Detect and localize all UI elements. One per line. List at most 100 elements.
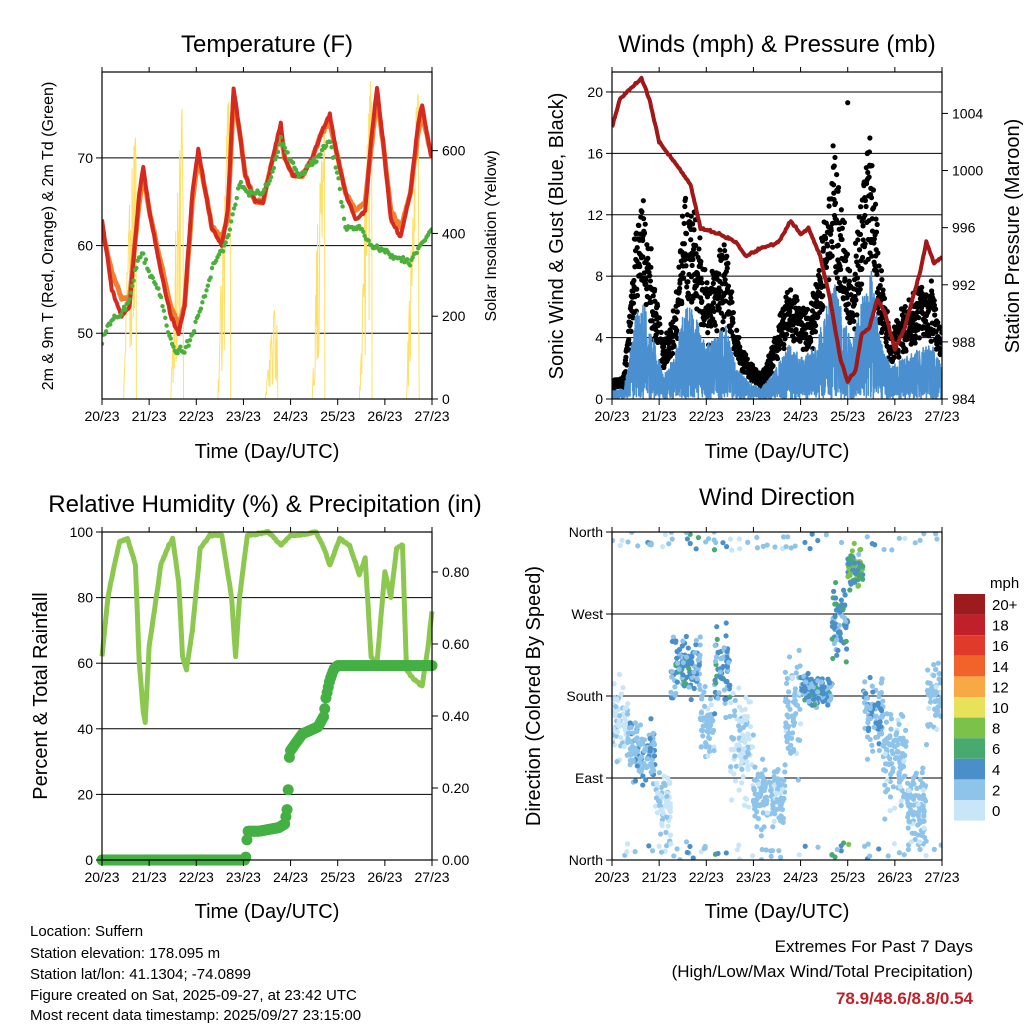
direction-point [705, 536, 712, 542]
direction-point [638, 754, 645, 760]
colorbar-swatch [954, 717, 985, 739]
direction-point [779, 786, 785, 792]
direction-point [674, 648, 680, 655]
gust-point [636, 222, 642, 229]
gust-point [916, 335, 922, 341]
gust-point [717, 247, 723, 253]
y2-tick-label: 988 [952, 334, 976, 350]
direction-point [646, 843, 652, 849]
direction-point [896, 721, 902, 727]
gust-point [883, 339, 889, 345]
colorbar-title: mph [990, 575, 1019, 592]
direction-point [635, 740, 642, 746]
direction-point [793, 670, 799, 676]
gust-point [931, 297, 937, 304]
solar-insolation-line [102, 81, 432, 399]
direction-point [764, 810, 771, 816]
gust-point [787, 308, 793, 315]
direction-point [647, 736, 653, 742]
gust-point [834, 275, 840, 281]
direction-point [920, 792, 927, 798]
direction-point [720, 540, 726, 546]
gust-point [789, 327, 795, 333]
direction-point [698, 710, 705, 716]
pressure-line [612, 75, 942, 384]
gust-point [869, 163, 875, 169]
direction-point [612, 726, 616, 732]
dewpoint-point [146, 268, 151, 274]
direction-point [693, 637, 699, 644]
dewpoint-point [216, 252, 222, 257]
direction-point [867, 715, 873, 721]
gust-point [862, 212, 868, 219]
direction-point [645, 755, 651, 762]
gust-point [683, 263, 689, 269]
winds-xlabel: Time (Day/UTC) [705, 441, 850, 463]
gust-point [865, 256, 871, 262]
x-tick-label: 22/23 [179, 869, 214, 885]
direction-point [917, 537, 923, 543]
gust-point [768, 369, 774, 375]
direction-point [786, 654, 793, 660]
direction-point [614, 759, 620, 765]
dewpoint-point [410, 255, 415, 260]
direction-point [618, 691, 625, 697]
direction-point [707, 696, 714, 702]
direction-point [896, 850, 902, 856]
direction-point [714, 624, 720, 630]
dewpoint-point [163, 315, 168, 321]
direction-point [796, 852, 802, 858]
direction-point [625, 730, 632, 736]
x-tick-label: 24/23 [783, 869, 818, 885]
gust-point [859, 281, 865, 287]
direction-point [842, 623, 848, 629]
direction-point [897, 760, 903, 767]
direction-point [634, 763, 640, 769]
latest-timestamp: Most recent data timestamp: 2025/09/27 2… [30, 1007, 361, 1024]
gust-point [931, 302, 938, 308]
gust-point [721, 242, 727, 248]
direction-point [618, 734, 624, 741]
winds-panel: Winds (mph) & Pressure (mb) Time (Day/UT… [546, 31, 1024, 463]
dewpoint-point [366, 238, 371, 243]
direction-point [880, 698, 886, 704]
direction-point [912, 540, 918, 546]
gust-point [774, 356, 781, 362]
direction-point [838, 848, 844, 854]
direction-point [878, 723, 884, 730]
gust-point [693, 242, 699, 249]
direction-point [669, 674, 675, 680]
direction-point [674, 846, 680, 852]
direction-point [739, 766, 745, 772]
gust-point [641, 230, 648, 236]
direction-point [743, 695, 749, 701]
colorbar-swatch [954, 676, 985, 697]
gust-point [770, 363, 776, 369]
gust-point [705, 330, 711, 336]
direction-point [693, 546, 699, 552]
direction-point [883, 719, 890, 725]
dewpoint-point [175, 351, 180, 356]
direction-point [632, 778, 639, 784]
direction-point [932, 666, 939, 673]
gust-point [722, 248, 728, 254]
gust-point [872, 201, 879, 207]
gust-point [912, 333, 918, 339]
direction-point [749, 744, 756, 750]
direction-point [837, 609, 843, 615]
dewpoint-point [303, 169, 308, 174]
direction-point [743, 754, 749, 760]
direction-point [876, 747, 883, 754]
gust-point [781, 341, 787, 348]
gust-point [814, 284, 821, 290]
direction-point [648, 760, 654, 767]
gust-point [839, 236, 845, 243]
direction-point [882, 751, 888, 757]
direction-point [851, 540, 857, 547]
x-tick-label: 21/23 [642, 869, 677, 885]
humidity-xlabel: Time (Day/UTC) [195, 901, 340, 923]
direction-point [887, 756, 893, 762]
direction-point [723, 714, 729, 721]
gust-point [702, 267, 708, 273]
gust-point [857, 231, 864, 237]
